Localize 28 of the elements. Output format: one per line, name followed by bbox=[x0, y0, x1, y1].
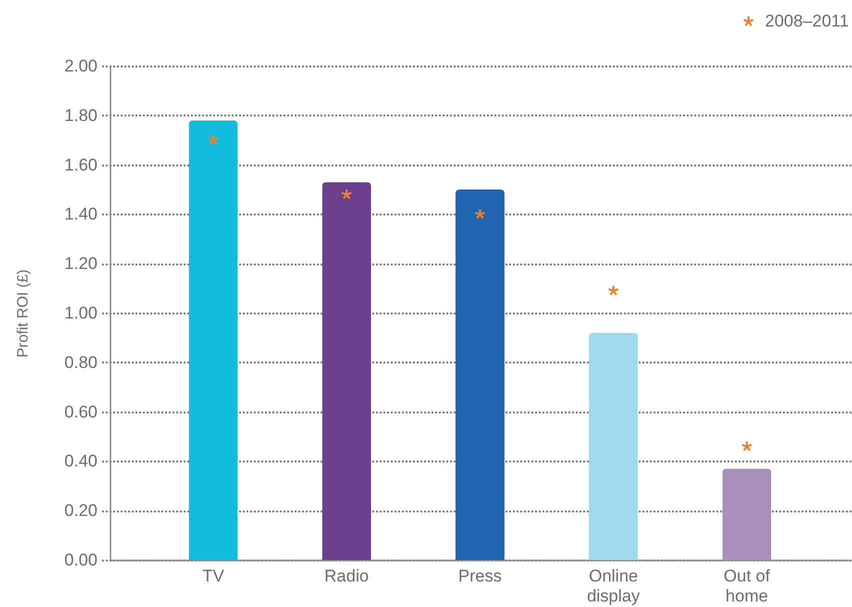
y-tick-label: 0.00 bbox=[64, 550, 98, 570]
point bbox=[742, 441, 752, 452]
y-axis-title: Profit ROI (£) bbox=[14, 269, 32, 358]
x-tick-label: Online display bbox=[586, 566, 640, 606]
bar bbox=[588, 332, 638, 560]
bar bbox=[722, 468, 772, 560]
x-tick-label: Radio bbox=[324, 566, 369, 586]
point bbox=[342, 189, 352, 200]
point bbox=[208, 135, 218, 145]
y-tick-label: 0.80 bbox=[64, 352, 98, 372]
y-tick-label: 1.80 bbox=[64, 106, 98, 125]
legend-label: 2008–2011 bbox=[765, 12, 849, 30]
bar bbox=[456, 190, 504, 560]
point bbox=[474, 209, 486, 219]
bar bbox=[322, 182, 372, 560]
y-tick-label: 1.60 bbox=[64, 155, 98, 174]
x-tick-label: Out of home bbox=[724, 566, 770, 606]
x-tick-label: Press bbox=[458, 566, 502, 586]
y-tick-label: 0.60 bbox=[64, 402, 98, 422]
x-tick-label: TV bbox=[202, 566, 225, 586]
y-tick-label: 2.00 bbox=[64, 56, 98, 76]
y-tick-label: 1.40 bbox=[64, 204, 98, 224]
y-tick-label: 0.20 bbox=[64, 501, 98, 520]
y-tick-label: 1.00 bbox=[64, 304, 98, 322]
point bbox=[608, 286, 618, 296]
y-tick-label: 0.40 bbox=[64, 452, 98, 471]
y-tick-label: 1.20 bbox=[64, 254, 98, 274]
bar bbox=[188, 120, 238, 560]
